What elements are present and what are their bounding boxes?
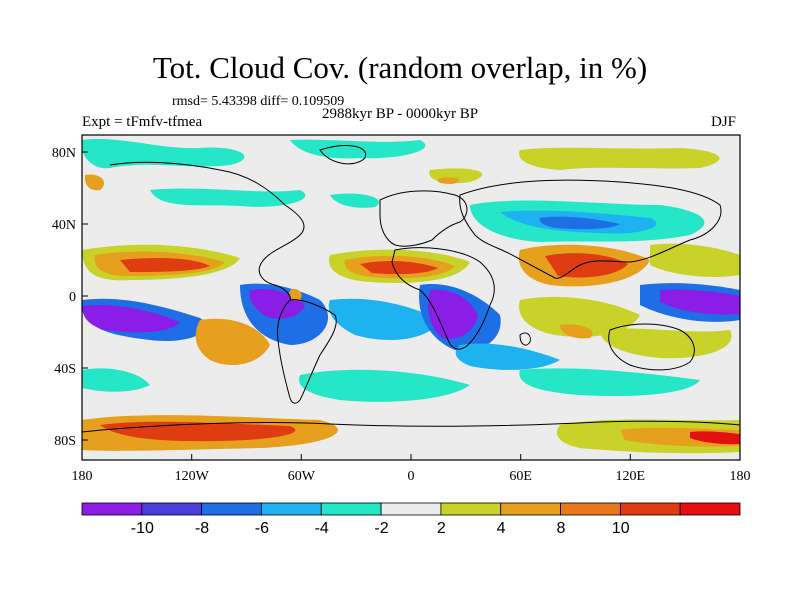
lat-tick-marks bbox=[82, 151, 88, 441]
europe-patch bbox=[437, 177, 460, 184]
lat-tick-label: 40N bbox=[52, 218, 76, 233]
antarctica-coast bbox=[82, 420, 740, 433]
europe-coast bbox=[379, 190, 468, 247]
colorbar-box bbox=[261, 502, 322, 516]
colorbar-label: -8 bbox=[195, 520, 209, 537]
lon-tick-label: 0 bbox=[408, 469, 415, 484]
w-pacific-neg bbox=[660, 289, 740, 315]
colorbar-box bbox=[679, 502, 741, 516]
colorbar-label: 2 bbox=[437, 520, 446, 537]
lon-tick-marks bbox=[81, 454, 741, 460]
period-label: 2988kyr BP - 0000kyr BP bbox=[322, 106, 479, 122]
colorbar-box bbox=[320, 502, 382, 516]
lat-tick-label: 40S bbox=[54, 362, 76, 377]
indian-ocean-pos bbox=[560, 324, 593, 339]
s-pacific-pos bbox=[195, 318, 270, 365]
lat-tick-label: 80N bbox=[52, 146, 76, 161]
north-america-coast bbox=[109, 161, 305, 301]
colorbar-label: 10 bbox=[612, 520, 630, 537]
colorbar-label: 8 bbox=[556, 520, 565, 537]
e-pacific-neg bbox=[82, 304, 180, 333]
lon-tick-label: 120E bbox=[616, 469, 646, 484]
anomaly-field bbox=[82, 135, 740, 460]
antarctic-pos bbox=[690, 431, 740, 445]
africa-coast bbox=[391, 247, 495, 350]
s-atlantic-neg bbox=[455, 343, 560, 370]
season-label: DJF bbox=[711, 114, 737, 130]
lon-tick-labels: 180 120W 60W 0 60E 120E 180 bbox=[72, 469, 751, 484]
south-america-coast bbox=[277, 299, 337, 404]
lon-tick-label: 60W bbox=[288, 469, 316, 484]
asia-band bbox=[539, 216, 620, 230]
indian-ocean-pos bbox=[519, 296, 640, 337]
colorbar-label: -10 bbox=[131, 520, 154, 537]
lat-tick-labels: 80N 40N 0 40S 80S bbox=[52, 146, 76, 449]
midlat-patch bbox=[150, 188, 306, 207]
colorbar-box bbox=[500, 502, 561, 516]
colorbar-box bbox=[619, 502, 681, 516]
madagascar-coast bbox=[519, 332, 531, 346]
lat-tick-label: 80S bbox=[54, 434, 76, 449]
lon-tick-label: 60E bbox=[509, 469, 532, 484]
australia-coast bbox=[608, 323, 695, 371]
colorbar-label: -4 bbox=[315, 520, 329, 537]
lat-tick-label: 0 bbox=[69, 290, 76, 305]
alaska-patch bbox=[84, 174, 105, 191]
africa-neg bbox=[428, 289, 478, 339]
colorbar-label: 4 bbox=[497, 520, 506, 537]
lon-tick-label: 180 bbox=[72, 469, 93, 484]
stats-label: rmsd= 5.43398 diff= 0.109509 bbox=[172, 94, 345, 109]
eq-pos-patch bbox=[289, 288, 302, 301]
s-ocean-neg bbox=[519, 368, 700, 397]
australia-pos bbox=[600, 328, 732, 359]
colorbar-label: -2 bbox=[374, 520, 388, 537]
colorbar-box bbox=[440, 502, 502, 516]
colorbar-box bbox=[560, 502, 621, 516]
atlantic-patch bbox=[330, 193, 379, 208]
experiment-label: Expt = tFmfv-tfmea bbox=[82, 114, 203, 130]
coastlines bbox=[82, 145, 740, 433]
arctic-patch bbox=[82, 138, 245, 169]
w-pacific-band bbox=[650, 243, 740, 277]
colorbar-boxes bbox=[81, 502, 741, 516]
s-ocean-neg bbox=[299, 369, 470, 402]
colorbar-labels: -10 -8 -6 -4 -2 2 4 8 10 bbox=[131, 520, 630, 537]
greenland-coast bbox=[319, 145, 367, 165]
s-ocean-neg bbox=[82, 368, 150, 392]
colorbar-label: -6 bbox=[255, 520, 269, 537]
colorbar-box bbox=[380, 502, 442, 516]
lon-tick-label: 180 bbox=[730, 469, 751, 484]
india-band bbox=[545, 253, 628, 278]
arctic-patch bbox=[290, 139, 426, 159]
asia-coast bbox=[459, 179, 722, 279]
lon-tick-label: 120W bbox=[175, 469, 210, 484]
sahara-band bbox=[360, 261, 438, 275]
pacific-n-band bbox=[120, 258, 210, 272]
colorbar-box bbox=[141, 502, 203, 516]
colorbar-box bbox=[81, 502, 143, 516]
plot-title: Tot. Cloud Cov. (random overlap, in %) bbox=[152, 50, 648, 85]
siberia-patch bbox=[519, 147, 720, 170]
colorbar: -10 -8 -6 -4 -2 2 4 8 10 bbox=[81, 502, 741, 537]
atlantic-neg bbox=[328, 298, 440, 340]
colorbar-box bbox=[201, 502, 262, 516]
